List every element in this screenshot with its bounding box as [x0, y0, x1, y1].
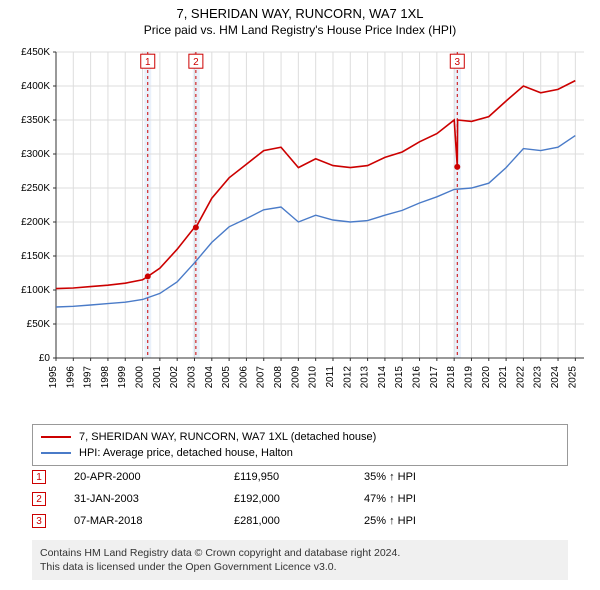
svg-text:2015: 2015 [394, 366, 405, 389]
title-sub: Price paid vs. HM Land Registry's House … [0, 23, 600, 37]
svg-text:£50K: £50K [27, 319, 51, 330]
svg-text:1996: 1996 [65, 366, 76, 389]
chart-svg: £0 £50K £100K £150K £200K £250K £300K £350K £400… [8, 46, 592, 416]
table-row: 1 20-APR-2000 £119,950 35% ↑ HPI [32, 466, 568, 488]
svg-text:2008: 2008 [273, 366, 284, 389]
svg-text:2014: 2014 [377, 366, 388, 389]
legend-swatch-hpi [41, 452, 71, 454]
svg-text:3: 3 [454, 57, 460, 68]
legend-label-hpi: HPI: Average price, detached house, Halt… [79, 447, 293, 459]
svg-text:2021: 2021 [498, 366, 509, 389]
table-row: 2 31-JAN-2003 £192,000 47% ↑ HPI [32, 488, 568, 510]
svg-text:1998: 1998 [100, 366, 111, 389]
chart-container: 7, SHERIDAN WAY, RUNCORN, WA7 1XL Price … [0, 0, 600, 590]
svg-text:2: 2 [193, 57, 199, 68]
title-main: 7, SHERIDAN WAY, RUNCORN, WA7 1XL [0, 6, 600, 21]
svg-text:2000: 2000 [135, 366, 146, 389]
sale-date: 31-JAN-2003 [74, 493, 234, 505]
legend: 7, SHERIDAN WAY, RUNCORN, WA7 1XL (detac… [32, 424, 568, 466]
svg-text:2010: 2010 [308, 366, 319, 389]
svg-text:2018: 2018 [446, 366, 457, 389]
svg-text:£250K: £250K [21, 183, 50, 194]
svg-text:1995: 1995 [48, 366, 59, 389]
table-row: 3 07-MAR-2018 £281,000 25% ↑ HPI [32, 510, 568, 532]
sale-price: £281,000 [234, 515, 364, 527]
sale-marker-icon: 1 [32, 470, 46, 484]
svg-text:2002: 2002 [169, 366, 180, 389]
sale-pct: 47% ↑ HPI [364, 493, 484, 505]
sale-date: 20-APR-2000 [74, 471, 234, 483]
svg-text:2023: 2023 [533, 366, 544, 389]
svg-text:2013: 2013 [360, 366, 371, 389]
chart-area: £0 £50K £100K £150K £200K £250K £300K £350K £400… [8, 46, 592, 416]
svg-text:2017: 2017 [429, 366, 440, 389]
svg-text:2019: 2019 [463, 366, 474, 389]
legend-item-property: 7, SHERIDAN WAY, RUNCORN, WA7 1XL (detac… [41, 429, 559, 445]
titles: 7, SHERIDAN WAY, RUNCORN, WA7 1XL Price … [0, 0, 600, 37]
sale-marker-icon: 2 [32, 492, 46, 506]
svg-text:2022: 2022 [515, 366, 526, 389]
sale-pct: 35% ↑ HPI [364, 471, 484, 483]
footer-line1: Contains HM Land Registry data © Crown c… [40, 546, 560, 560]
legend-item-hpi: HPI: Average price, detached house, Halt… [41, 445, 559, 461]
svg-text:£400K: £400K [21, 81, 50, 92]
footer-line2: This data is licensed under the Open Gov… [40, 560, 560, 574]
svg-text:2004: 2004 [204, 366, 215, 389]
legend-swatch-property [41, 436, 71, 438]
svg-text:2025: 2025 [567, 366, 578, 389]
svg-text:1: 1 [145, 57, 151, 68]
sale-price: £119,950 [234, 471, 364, 483]
sale-date: 07-MAR-2018 [74, 515, 234, 527]
svg-text:£0: £0 [39, 353, 51, 364]
svg-text:£300K: £300K [21, 149, 50, 160]
svg-text:1997: 1997 [83, 366, 94, 389]
legend-label-property: 7, SHERIDAN WAY, RUNCORN, WA7 1XL (detac… [79, 431, 376, 443]
svg-text:£100K: £100K [21, 285, 50, 296]
sales-table: 1 20-APR-2000 £119,950 35% ↑ HPI 2 31-JA… [32, 466, 568, 532]
svg-text:2007: 2007 [256, 366, 267, 389]
svg-text:£200K: £200K [21, 217, 50, 228]
svg-text:2009: 2009 [290, 366, 301, 389]
svg-text:2003: 2003 [186, 366, 197, 389]
svg-text:2011: 2011 [325, 366, 336, 388]
svg-text:2020: 2020 [481, 366, 492, 389]
sale-marker-icon: 3 [32, 514, 46, 528]
svg-text:2012: 2012 [342, 366, 353, 389]
svg-text:£450K: £450K [21, 47, 50, 58]
footer: Contains HM Land Registry data © Crown c… [32, 540, 568, 580]
svg-text:2024: 2024 [550, 366, 561, 389]
svg-text:£150K: £150K [21, 251, 50, 262]
sale-pct: 25% ↑ HPI [364, 515, 484, 527]
svg-text:2006: 2006 [238, 366, 249, 389]
svg-text:£350K: £350K [21, 115, 50, 126]
svg-text:2005: 2005 [221, 366, 232, 389]
svg-text:1999: 1999 [117, 366, 128, 389]
svg-text:2001: 2001 [152, 366, 163, 389]
sale-price: £192,000 [234, 493, 364, 505]
svg-text:2016: 2016 [412, 366, 423, 389]
